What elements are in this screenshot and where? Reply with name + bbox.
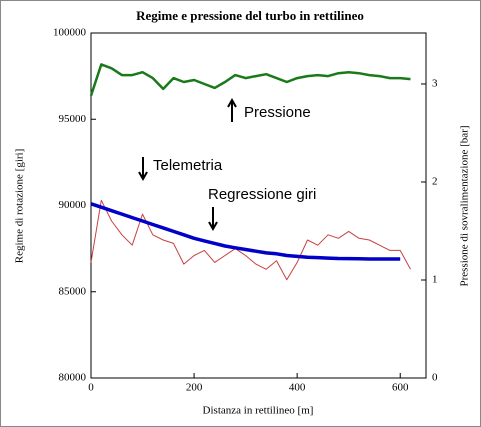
y-tick-label: 90000 (59, 199, 87, 211)
arrows (138, 97, 237, 232)
x-tick-label: 400 (289, 382, 306, 394)
series-line (90, 202, 401, 261)
y2-axis-label: Pressione di sovralimentazione [bar] (459, 126, 471, 287)
x-axis-label: Distanza in rettilineo [m] (203, 405, 314, 417)
y-tick-label: 95000 (59, 113, 87, 125)
arrow-head (208, 221, 218, 232)
y-tick-label: 80000 (59, 372, 87, 384)
series-line (90, 199, 411, 281)
annotation: Regressione giri (208, 186, 316, 203)
y2-tick-label: 3 (432, 77, 438, 89)
plot-area (90, 32, 427, 379)
arrow-head (138, 171, 148, 182)
y-axis-label: Regime di rotazione [giri] (14, 149, 26, 264)
chart-title: Regime e pressione del turbo in rettilin… (136, 8, 364, 23)
annotation: Pressione (244, 104, 311, 121)
x-tick-label: 600 (392, 382, 409, 394)
y-tick-label: 100000 (53, 27, 87, 39)
x-tick-label: 0 (88, 382, 94, 394)
series-line (89, 63, 411, 97)
y2-tick-label: 2 (432, 176, 438, 188)
x-tick-label: 200 (186, 382, 203, 394)
arrow-head (227, 97, 237, 108)
y2-tick-label: 1 (432, 274, 438, 286)
y-tick-label: 85000 (59, 285, 87, 297)
y2-tick-label: 0 (432, 372, 438, 384)
annotation: Telemetria (153, 157, 223, 174)
